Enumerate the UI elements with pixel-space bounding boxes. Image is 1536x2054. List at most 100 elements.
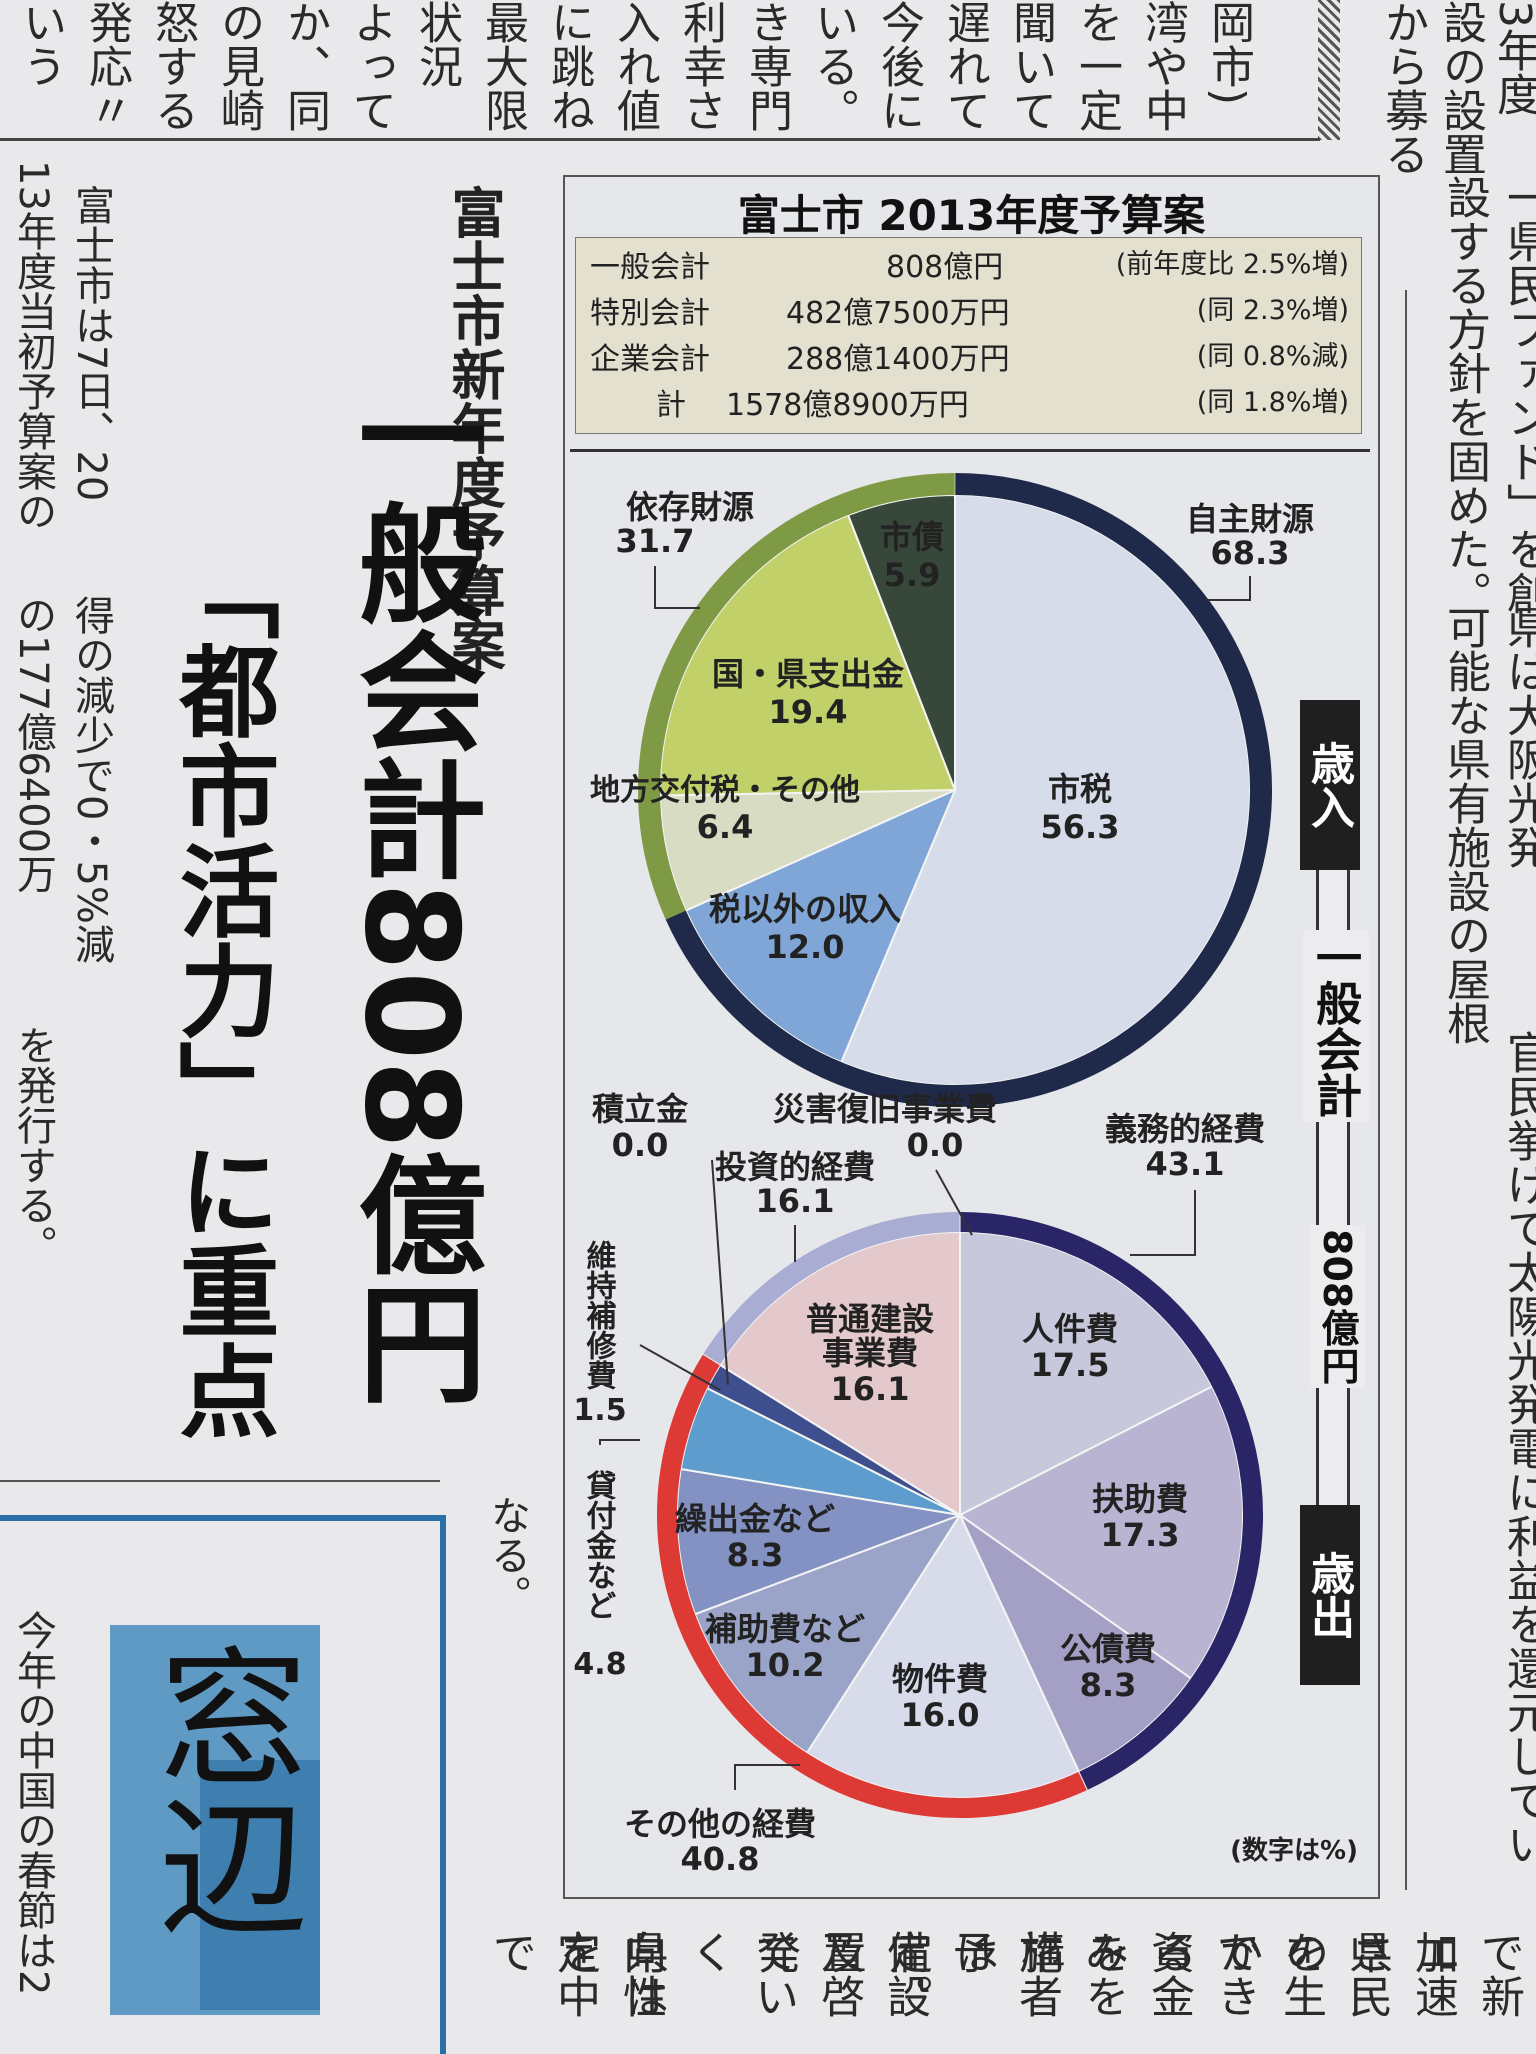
expenditure-group-label: 投資的経費	[715, 1148, 875, 1186]
right-article-col: 可能な県有施設の屋根	[1439, 605, 1490, 1045]
expenditure-group-value: 40.8	[681, 1840, 760, 1878]
article-body-col: なる。	[484, 1495, 530, 1615]
summary-row: 特別会計 482億7500万円 (同 2.3%増)	[576, 288, 1361, 334]
leader-line	[599, 1439, 640, 1445]
summary-change: (同 1.8%増)	[1196, 387, 1349, 418]
top-strip-col: 利幸さ	[675, 0, 726, 132]
article-kicker: 富士市新年度予算案	[442, 185, 505, 671]
summary-name: 計	[656, 388, 686, 423]
summary-rule	[570, 449, 1370, 452]
top-strip-col: 入れ値	[609, 0, 660, 132]
top-rule	[0, 138, 1320, 141]
summary-name: 企業会計	[590, 342, 710, 377]
leader-line	[711, 1159, 729, 1386]
bottom-strip-col: 備設置	[815, 1930, 930, 2018]
expenditure-slice-label: 扶助費	[1092, 1480, 1188, 1518]
revenue-slice-value: 5.9	[884, 556, 941, 594]
expenditure-slice-value: 1.5	[573, 1393, 626, 1428]
expenditure-slice-label: 災害復旧事業費	[773, 1090, 997, 1128]
summary-amount: 482億7500万円	[786, 296, 1010, 331]
expenditure-slice-label: 貸付金など	[581, 1469, 618, 1620]
column-rule	[1405, 290, 1407, 1890]
expenditure-slice-value: 4.8	[573, 1647, 626, 1682]
expenditure-slice	[676, 1467, 964, 1616]
revenue-slice-label: 税以外の収入	[709, 890, 901, 928]
top-strip-col: よって	[345, 0, 396, 132]
expenditure-ring	[960, 1212, 1263, 1790]
bottom-strip-col: 及啓発	[749, 1930, 864, 2018]
expenditure-slice-value: 8.3	[727, 1536, 784, 1574]
expenditure-slice-value: 10.2	[746, 1646, 825, 1684]
top-strip-col: いう	[15, 0, 66, 88]
expenditure-slice-value: 8.3	[1080, 1666, 1137, 1704]
bottom-strip-col: 県は	[617, 1930, 668, 2018]
top-strip-col: 最大限	[477, 0, 528, 132]
top-strip-col: 状況	[411, 0, 462, 88]
summary-amount: 808億円	[886, 250, 1004, 285]
expenditure-slice-label: 物件費	[892, 1660, 988, 1698]
top-strip-col: に跳ね	[543, 0, 594, 132]
summary-name: 特別会計	[590, 296, 710, 331]
top-strip-col: 発応〃	[81, 0, 132, 132]
expenditure-slice-label: 人件費	[1022, 1310, 1118, 1348]
right-article-col: 官民挙げて太陽光発電	[1499, 1030, 1536, 1470]
side-label-expenditure: 歳出	[1300, 1505, 1360, 1685]
expenditure-group-value: 16.1	[756, 1182, 835, 1220]
chart-title: 富士市 2013年度予算案	[737, 191, 1206, 240]
right-article-col: 一県民ファンド」を創	[1499, 175, 1536, 615]
summary-change: (同 2.3%増)	[1196, 295, 1349, 326]
revenue-group-label: 依存財源	[626, 488, 754, 526]
expenditure-group-label: 義務的経費	[1105, 1110, 1265, 1148]
leader-line	[935, 1169, 973, 1236]
bottom-strip-col: で新エ	[1409, 1930, 1524, 2018]
expenditure-slice	[693, 1513, 963, 1755]
top-strip-col: 今後に	[873, 0, 924, 132]
revenue-slice	[839, 493, 1251, 1086]
bottom-strip-col: 向性を	[551, 1930, 666, 2018]
summary-change: (同 0.8%減)	[1196, 341, 1349, 372]
revenue-slice-label: 地方交付税・その他	[590, 773, 860, 808]
side-label-revenue: 歳入	[1300, 700, 1360, 870]
revenue-slice-label: 市債	[880, 518, 944, 556]
bottom-strip-col: 予定。	[881, 1930, 996, 2018]
article-headline: 一般会計808億円	[336, 370, 485, 1406]
expenditure-group-value: 43.1	[1146, 1145, 1225, 1183]
expenditure-slice-value: 0.0	[907, 1126, 964, 1164]
expenditure-slice-value: 0.0	[612, 1126, 669, 1164]
article-body-col: を発行する。	[10, 1025, 56, 1265]
leader-line	[734, 1764, 800, 1790]
top-article-strip: いう 発応〃 怒する の見崎 か、同 よって 状況 最大限 に跳ね 入れ値 利幸さ き専門 いる。 今後に…	[0, 0, 1536, 140]
expenditure-slice-label: 事業費	[822, 1334, 918, 1372]
summary-change: (前年度比 2.5%増)	[1115, 249, 1349, 280]
expenditure-group-label: その他の経費	[624, 1805, 816, 1843]
revenue-slice-value: 56.3	[1041, 808, 1120, 846]
expenditure-slice-label: 積立金	[592, 1090, 689, 1128]
revenue-slice	[846, 493, 956, 791]
bottom-strip-col: を生か	[1211, 1930, 1326, 2018]
expenditure-slice	[718, 1230, 961, 1517]
top-strip-col: 岡市)	[1203, 0, 1254, 106]
revenue-ring-own	[665, 473, 1272, 1107]
revenue-slice-label: 市税	[1048, 770, 1112, 808]
revenue-slice	[659, 789, 956, 912]
leader-line	[639, 1344, 721, 1391]
bottom-strip-col: ていく	[683, 1930, 798, 2018]
expenditure-slice-value: 17.5	[1031, 1346, 1110, 1384]
revenue-slice-value: 12.0	[766, 928, 845, 966]
summary-amount: 288億1400万円	[786, 342, 1010, 377]
article-body-col: 13年度当初予算案の	[10, 160, 56, 531]
unit-note: (数字は%)	[1230, 1836, 1358, 1866]
top-strip-col: の見崎	[213, 0, 264, 132]
side-label-general: 一般会計	[1303, 930, 1369, 1122]
top-strip-col: 遅れて	[939, 0, 990, 132]
expenditure-slice-label: 繰出金など	[675, 1500, 835, 1538]
summary-row: 計 1578億8900万円 (同 1.8%増)	[576, 380, 1361, 426]
expenditure-slice-value: 16.1	[831, 1370, 910, 1408]
expenditure-slice-label: 維持補修費	[581, 1240, 618, 1390]
revenue-slice-value: 19.4	[769, 693, 848, 731]
right-article-col: 県は大阪光発	[1499, 605, 1536, 869]
article-body-col: の177億6400万	[10, 595, 56, 894]
revenue-ring-dependent	[638, 473, 955, 920]
leader-line	[1130, 1190, 1196, 1256]
